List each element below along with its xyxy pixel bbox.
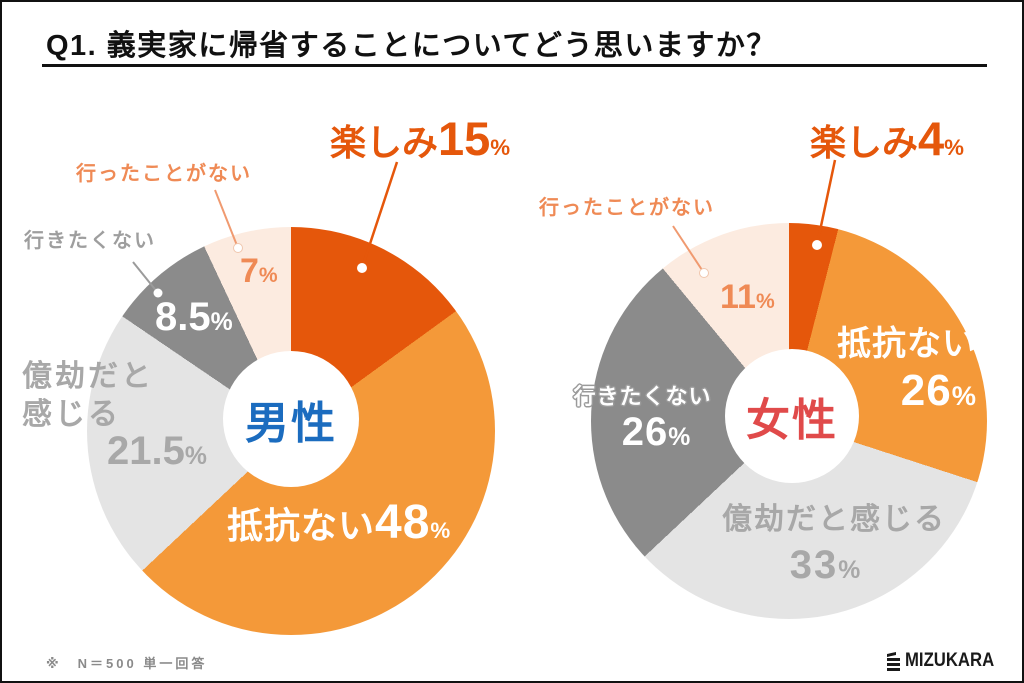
female-okkuu-value: 33% (789, 542, 863, 587)
male-donut-hole: 男性 (223, 351, 359, 487)
percent-sign: % (258, 264, 278, 287)
mizukara-logo: MIZUKARA (886, 650, 1006, 672)
female-okkuu-label: 億劫だと感じる 33% (722, 503, 946, 587)
percent-sign: % (210, 309, 233, 336)
page-title: Q1. 義実家に帰省することについてどう思いますか？ (46, 30, 777, 62)
female-itta-value: 11% (720, 278, 775, 316)
female-tanoshimi-label: 楽しみ4% (810, 112, 964, 166)
male-tanoshimi-label: 楽しみ15% (330, 112, 510, 166)
percent-sign: % (430, 518, 452, 543)
female-tanoshimi-value: 4 (918, 112, 945, 165)
percent-sign: % (755, 290, 775, 313)
male-tanoshimi-value: 15 (438, 112, 491, 165)
female-teikou-value: 26% (900, 366, 977, 416)
percent-sign: % (951, 380, 977, 412)
female-itta-label: 行ったことがない (539, 197, 715, 219)
female-tanoshimi-text: 楽しみ (810, 122, 919, 163)
male-teikou-label: 抵抗ない48% (227, 496, 452, 549)
title-underline (42, 64, 987, 67)
female-ikitakunai-value: 26% (621, 410, 692, 455)
male-okkuu-label: 億劫だと 感じる (22, 360, 154, 431)
male-teikou-value: 48 (375, 496, 431, 549)
male-ikitakunai-label: 行きたくない (24, 230, 156, 252)
percent-sign: % (944, 135, 964, 160)
mizukara-logo-text: MIZUKARA (904, 650, 994, 671)
female-ikitakunai-label: 行きたくない 26% (570, 384, 715, 455)
male-okkuu-value: 21.5% (107, 429, 207, 473)
percent-sign: % (838, 556, 863, 584)
stacked-bars-icon (886, 651, 901, 671)
percent-sign: % (668, 424, 692, 452)
male-ikitakunai-value: 8.5% (155, 295, 233, 339)
percent-sign: % (184, 443, 207, 470)
percent-sign: % (490, 135, 511, 160)
male-center-label: 男性 (245, 399, 337, 448)
male-itta-value: 7% (240, 252, 278, 290)
female-donut-hole: 女性 (725, 349, 859, 483)
sample-size-note: ※ N＝500 単一回答 (46, 656, 208, 671)
female-teikou-label: 抵抗ない 26% (837, 325, 977, 416)
male-tanoshimi-text: 楽しみ (330, 122, 439, 163)
female-donut-chart: 女性 (591, 223, 987, 619)
male-itta-label: 行ったことがない (76, 163, 252, 185)
female-center-label: 女性 (746, 396, 838, 445)
